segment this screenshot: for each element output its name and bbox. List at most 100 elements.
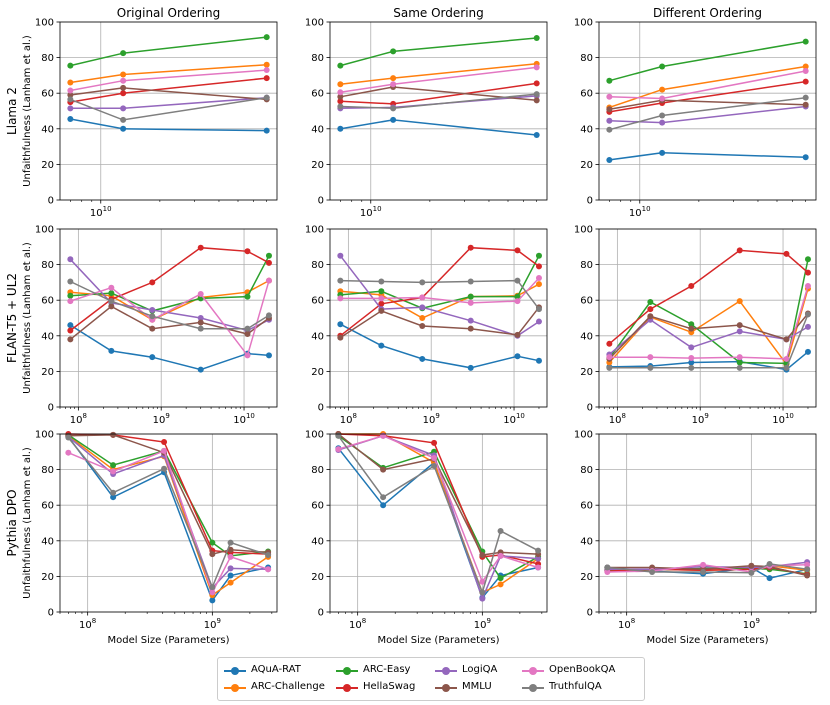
data-point-hellaswag	[606, 340, 613, 347]
x-tick-label: 108	[618, 617, 635, 631]
data-point-hellaswag	[783, 250, 790, 257]
data-point-mmlu	[783, 336, 790, 343]
data-point-aqua-rat	[197, 366, 204, 373]
data-point-hellaswag	[67, 327, 74, 334]
data-point-arc-easy	[533, 35, 540, 42]
data-point-truthfulqa	[647, 364, 654, 371]
data-point-openbookqa	[335, 446, 342, 453]
data-point-openbookqa	[227, 553, 234, 560]
legend-marker	[231, 684, 239, 692]
data-point-logiqa	[337, 252, 344, 259]
y-tick-label: 40	[580, 536, 593, 547]
series-line-truthfulqa	[67, 437, 269, 590]
series-line-logiqa	[608, 318, 809, 356]
data-point-hellaswag	[337, 98, 344, 105]
data-point-aqua-rat	[804, 348, 811, 355]
x-axis-label: Model Size (Parameters)	[378, 635, 500, 646]
data-point-hellaswag	[688, 282, 695, 289]
series-line-hellaswag	[338, 433, 539, 565]
data-point-aqua-rat	[659, 149, 666, 156]
y-tick-label: 80	[41, 465, 54, 476]
panel-1-1: 0 20 40 60 80 100 108 109 1010	[305, 225, 548, 426]
y-tick-label: 100	[574, 18, 593, 29]
series-line-logiqa	[69, 258, 270, 332]
panel-2-1: 0 20 40 60 80 100 108 109 Model Size (Parameters…	[305, 430, 548, 646]
y-tick-label: 100	[305, 225, 324, 236]
y-tick-label: 0	[318, 196, 324, 207]
series-line-truthfulqa	[69, 280, 270, 330]
y-tick-label: 60	[311, 89, 324, 100]
data-point-arc-easy	[378, 288, 385, 295]
data-point-arc-easy	[647, 298, 654, 305]
legend-marker	[343, 684, 351, 692]
series-line-aqua-rat	[69, 324, 270, 371]
data-point-logiqa	[67, 105, 74, 112]
data-point-mmlu	[533, 97, 540, 104]
data-point-truthfulqa	[783, 364, 790, 371]
y-tick-label: 20	[311, 367, 324, 378]
data-point-truthfulqa	[736, 364, 743, 371]
data-point-openbookqa	[783, 355, 790, 362]
series-line-mmlu	[68, 434, 269, 555]
panel-0-2: 0 20 40 60 80 100 1010 Different Ordering	[574, 6, 817, 219]
data-point-truthfulqa	[244, 325, 251, 332]
y-tick-label: 100	[574, 225, 593, 236]
data-point-truthfulqa	[467, 278, 474, 285]
data-point-arc-easy	[514, 293, 521, 300]
column-title: Original Ordering	[117, 6, 220, 20]
data-point-hellaswag	[804, 269, 811, 276]
data-point-aqua-rat	[802, 154, 809, 161]
data-point-openbookqa	[606, 93, 613, 100]
data-point-arc-easy	[802, 38, 809, 45]
data-point-truthfulqa	[390, 105, 397, 112]
x-tick-label: 1010	[233, 412, 255, 426]
y-tick-label: 40	[580, 124, 593, 135]
series-line-hellaswag	[69, 246, 270, 332]
data-point-logiqa	[227, 565, 234, 572]
axes-frame	[59, 228, 278, 408]
data-point-truthfulqa	[659, 112, 666, 119]
y-tick-label: 0	[48, 196, 54, 207]
x-tick-label: 108	[609, 412, 626, 426]
series-line-arc-easy	[609, 40, 806, 82]
data-point-mmlu	[736, 322, 743, 329]
data-point-arc-challenge	[390, 75, 397, 82]
data-point-truthfulqa	[337, 277, 344, 284]
legend-marker	[529, 667, 537, 675]
y-tick-label: 80	[41, 53, 54, 64]
y-tick-label: 0	[48, 608, 54, 619]
data-point-hellaswag	[120, 90, 127, 97]
data-point-truthfulqa	[378, 278, 385, 285]
row-label: Pythia DPO	[5, 489, 19, 556]
y-tick-label: 20	[580, 160, 593, 171]
y-tick-label: 60	[580, 296, 593, 307]
series-line-truthfulqa	[337, 435, 539, 595]
data-point-hellaswag	[378, 300, 385, 307]
data-point-logiqa	[606, 117, 613, 124]
data-point-aqua-rat	[535, 357, 542, 364]
data-point-hellaswag	[244, 248, 251, 255]
y-tick-label: 40	[41, 331, 54, 342]
data-point-hellaswag	[736, 247, 743, 254]
x-tick-label: 108	[349, 617, 366, 631]
data-point-mmlu	[688, 325, 695, 332]
data-point-logiqa	[197, 315, 204, 321]
series-line-openbookqa	[340, 277, 540, 304]
data-point-hellaswag	[431, 439, 438, 446]
data-point-mmlu	[378, 307, 385, 314]
data-point-mmlu	[120, 84, 127, 91]
data-point-arc-easy	[535, 252, 542, 259]
data-point-openbookqa	[378, 295, 385, 302]
data-point-openbookqa	[265, 277, 272, 284]
data-point-arc-easy	[497, 575, 504, 582]
panel-0-1: 0 20 40 60 80 100 1010 Same Ordering	[305, 6, 548, 219]
data-point-hellaswag	[197, 244, 204, 251]
x-tick-label: 108	[79, 617, 96, 631]
x-tick-label: 1010	[503, 412, 525, 426]
y-tick-label: 60	[580, 89, 593, 100]
series-line-aqua-rat	[609, 152, 806, 161]
data-point-truthfulqa	[337, 103, 344, 110]
y-tick-label: 100	[305, 430, 324, 441]
data-point-aqua-rat	[766, 575, 773, 582]
data-point-arc-challenge	[227, 579, 234, 586]
